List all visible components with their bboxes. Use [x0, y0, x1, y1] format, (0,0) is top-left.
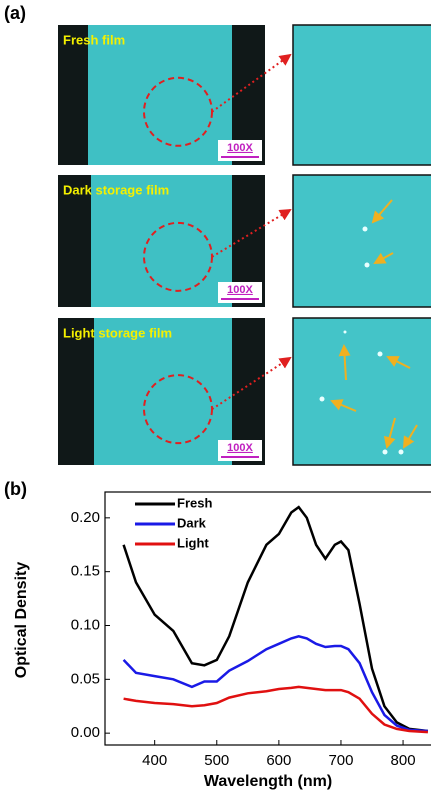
x-tick-label: 600	[266, 752, 291, 769]
legend-label: Light	[177, 535, 209, 550]
legend-label: Dark	[177, 515, 207, 530]
image-label: Fresh film	[63, 32, 125, 47]
y-tick-label: 0.10	[71, 616, 100, 633]
chart: 0.00 0.05 0.10 0.15 0.20 400 500 600 700 800 Wavel…	[13, 492, 431, 790]
series-line	[124, 507, 428, 731]
panel-label: (a)	[4, 3, 26, 23]
zoom-image	[293, 25, 431, 165]
x-tick-label: 500	[204, 752, 229, 769]
x-tick-label: 700	[328, 752, 353, 769]
scale-label: 100X	[227, 442, 253, 454]
y-axis-title: Optical Density	[13, 562, 30, 679]
zoom-image	[293, 175, 431, 307]
x-axis-title: Wavelength (nm)	[204, 773, 332, 790]
image-label: Light storage film	[63, 325, 172, 340]
image-label: Dark storage film	[63, 182, 169, 197]
plot-frame	[105, 492, 431, 745]
series-line	[124, 636, 428, 731]
y-tick-label: 0.20	[71, 509, 100, 526]
panel-label: (b)	[4, 479, 27, 499]
legend-label: Fresh	[177, 495, 212, 510]
y-tick-label: 0.15	[71, 563, 100, 580]
y-tick-label: 0.00	[71, 724, 100, 741]
x-tick-label: 400	[142, 752, 167, 769]
figure: (a) (b) Fresh film 100X Dark storage film 1…	[0, 0, 431, 792]
y-tick-label: 0.05	[71, 670, 100, 687]
x-tick-label: 800	[391, 752, 416, 769]
scale-label: 100X	[227, 284, 253, 296]
micrographs: Fresh film 100X Dark storage film 100X Light…	[58, 25, 431, 465]
scale-label: 100X	[227, 142, 253, 154]
zoom-image	[293, 318, 431, 465]
